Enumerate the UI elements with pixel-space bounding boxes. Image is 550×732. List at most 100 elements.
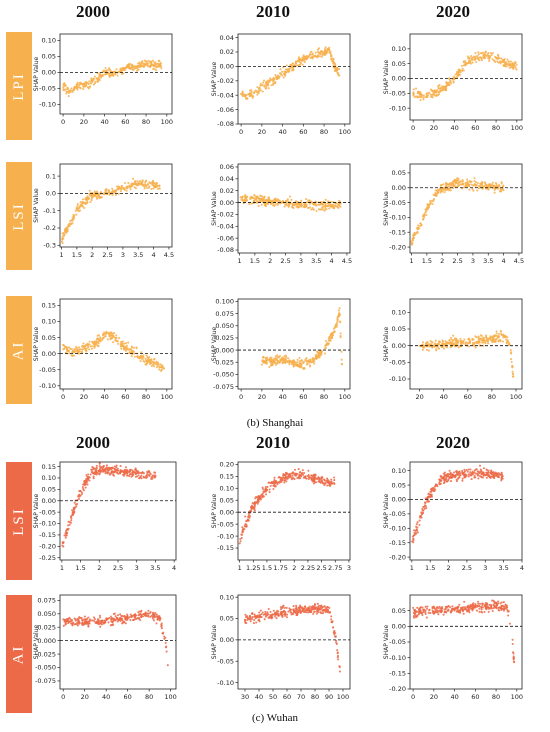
data-point [450,476,454,479]
y-tick-label: 0.075 [215,310,234,318]
data-point [130,185,133,188]
data-point [441,190,444,193]
data-point [333,476,336,479]
data-point [417,613,420,616]
data-point [152,179,155,182]
data-point [328,205,331,208]
data-point [86,201,89,204]
x-tick-label: 90 [325,693,333,701]
data-point [332,206,335,209]
data-point [467,57,470,60]
data-point [416,526,419,529]
data-point [85,622,88,625]
data-point [416,96,419,99]
data-point [152,187,155,190]
x-tick-label: 40 [102,693,110,701]
data-point [470,58,473,61]
data-point [484,183,487,186]
data-point [500,181,503,184]
data-point [143,187,146,190]
y-tick-label: -0.08 [217,120,234,128]
data-point [302,476,306,479]
data-point [260,613,263,616]
data-point [472,189,475,192]
x-tick-label: 100 [161,118,173,126]
data-point [286,198,289,201]
x-tick-label: 100 [510,393,522,401]
data-point [146,186,149,190]
data-point [94,621,97,625]
data-point [499,61,502,64]
data-point [479,334,482,337]
data-point [148,356,151,359]
x-tick-label: 1.25 [246,564,260,572]
data-point [339,334,342,338]
data-point [449,189,452,192]
data-point [160,366,163,369]
y-tick-label: 0.00 [42,69,56,77]
data-point [155,366,158,369]
y-tick-label: 0.15 [220,473,234,481]
x-tick-label: 1 [410,564,414,572]
data-point [320,55,324,58]
data-point [469,468,472,471]
data-point [473,474,476,477]
data-point [338,670,342,673]
data-point [448,469,451,472]
data-point [92,616,96,619]
data-point [88,340,91,343]
x-tick-label: 60 [299,128,307,136]
data-point [319,608,322,611]
data-point [155,62,158,65]
data-point [488,183,491,186]
data-point [151,617,154,620]
x-tick-label: 100 [161,393,173,401]
data-point [156,616,159,619]
x-tick-label: 2.25 [301,564,315,572]
data-point [288,363,291,366]
data-point [314,200,317,203]
data-point [298,356,301,359]
data-point [452,471,456,474]
data-point [116,614,120,617]
data-point [427,349,430,352]
data-point [445,85,448,88]
y-axis-label: SHAP Value [33,326,40,361]
data-point [281,70,284,73]
data-point [79,81,82,84]
data-point [264,82,268,85]
data-point [261,90,264,93]
data-point [259,84,262,87]
data-point [431,487,434,490]
data-point [452,339,455,342]
data-point [139,356,142,360]
data-point [88,479,91,482]
data-point [314,354,317,357]
data-point [450,184,453,187]
data-point [317,354,321,357]
data-point [282,474,285,477]
data-point [272,78,275,81]
data-point [418,227,421,230]
data-point [413,529,416,532]
data-point [148,64,151,67]
x-tick-label: 40 [440,393,448,401]
data-point [477,58,480,61]
x-tick-label: 3 [121,251,125,259]
data-point [76,618,79,622]
y-tick-label: -0.10 [389,375,406,383]
data-point [467,338,470,341]
data-point [264,615,267,618]
data-point [515,68,518,71]
data-point [274,199,277,202]
data-point [163,635,166,638]
data-point [320,50,323,53]
data-point [155,69,158,72]
data-point [70,519,73,522]
x-tick-label: 3 [347,564,351,572]
data-point [455,339,458,343]
data-point [104,470,107,473]
data-point [73,506,76,509]
data-point [441,341,444,345]
data-point [152,365,156,368]
